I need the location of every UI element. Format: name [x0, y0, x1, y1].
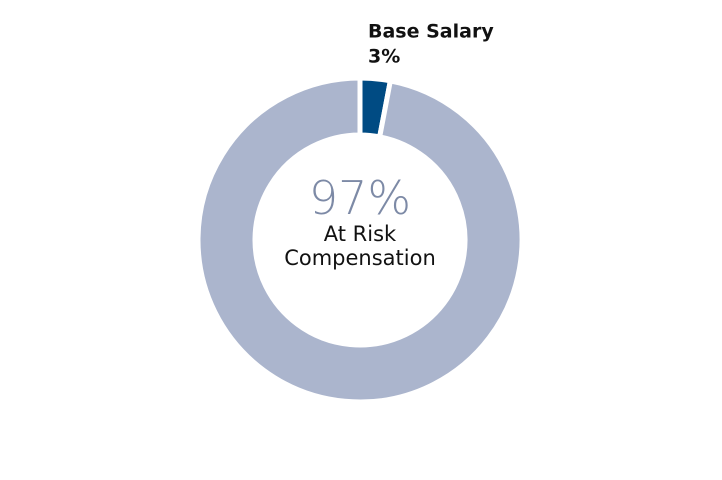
center-value-label: 97% [308, 171, 412, 225]
slices [195, 75, 525, 405]
slice-category-label: Base Salary [368, 21, 494, 43]
center-category-label: At Risk Compensation [284, 222, 436, 270]
donut-slice [195, 75, 525, 405]
slice-value-label: 3% [368, 46, 400, 68]
